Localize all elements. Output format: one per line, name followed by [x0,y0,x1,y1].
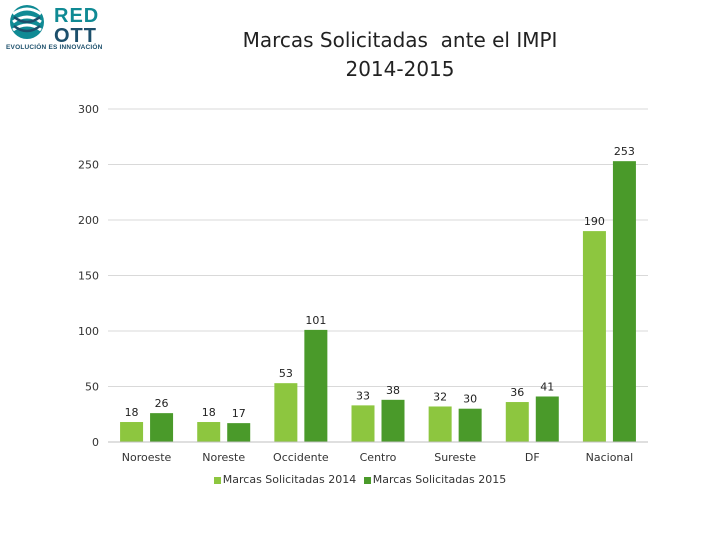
data-label: 32 [433,390,447,403]
data-label: 30 [463,393,477,406]
legend-swatch-2015 [363,476,371,484]
chart-title: Marcas Solicitadas ante el IMPI [242,28,558,52]
bar [120,422,144,442]
logo: RED OTT EVOLUCIÓN ES INNOVACIÓN [4,2,114,54]
bar [150,413,174,442]
y-tick-label: 50 [85,381,99,394]
x-tick-label: Centro [360,451,397,464]
y-tick-label: 0 [92,436,99,449]
x-tick-label: Occidente [273,451,329,464]
data-label: 33 [356,389,370,402]
data-label: 26 [155,397,169,410]
logo-emblem-icon [10,5,44,39]
bar [582,231,606,442]
bar [351,405,375,442]
chart-title-block: Marcas Solicitadas ante el IMPI 2014-201… [180,26,620,84]
data-label: 36 [510,386,524,399]
legend-item-2014: Marcas Solicitadas 2014 [213,473,357,486]
bar [227,423,251,442]
bar [197,422,221,442]
bar [304,329,328,442]
data-label: 38 [386,384,400,397]
bar [274,383,298,442]
x-tick-label: Sureste [434,451,476,464]
chart-legend: Marcas Solicitadas 2014 Marcas Solicitad… [0,473,720,486]
legend-item-2015: Marcas Solicitadas 2015 [363,473,507,486]
x-tick-label: DF [525,451,540,464]
chart-subtitle: 2014-2015 [345,57,455,81]
data-label: 18 [202,406,216,419]
data-label: 190 [584,215,605,228]
legend-label-2014: Marcas Solicitadas 2014 [222,473,357,486]
bar [428,406,452,442]
y-tick-label: 150 [78,270,99,283]
logo-tagline: EVOLUCIÓN ES INNOVACIÓN [6,44,103,51]
y-tick-label: 300 [78,103,99,116]
logo-text-line2: OTT [54,25,97,47]
x-tick-label: Noroeste [122,451,172,464]
bar [612,161,636,443]
data-label: 17 [232,407,246,420]
legend-label-2015: Marcas Solicitadas 2015 [372,473,507,486]
data-label: 18 [125,406,139,419]
data-label: 101 [305,314,326,327]
y-tick-label: 200 [78,214,99,227]
data-label: 41 [540,380,554,393]
x-tick-label: Nacional [586,451,634,464]
data-label: 53 [279,367,293,380]
y-tick-label: 100 [78,325,99,338]
x-tick-label: Noreste [202,451,245,464]
legend-swatch-2014 [213,476,221,484]
y-tick-label: 250 [78,159,99,172]
bar [458,408,482,442]
data-label: 253 [614,145,635,158]
bar [381,399,405,442]
logo-text-line1: RED [54,5,100,27]
bar [505,402,529,442]
bar [535,396,559,442]
